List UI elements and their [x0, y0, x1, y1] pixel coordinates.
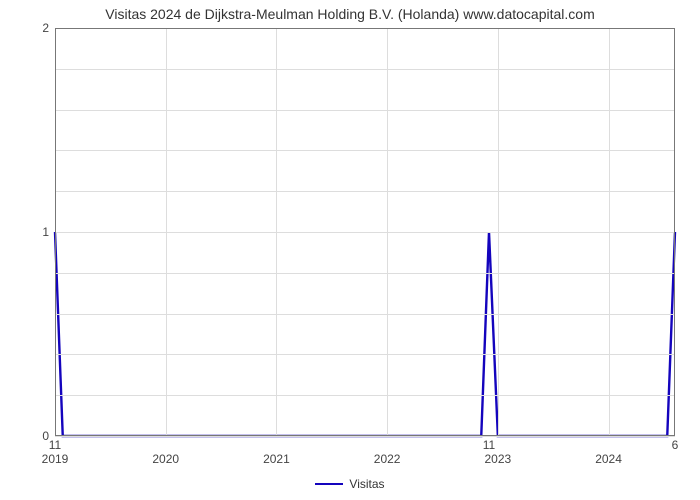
gridline-horizontal: [55, 273, 675, 274]
plot-area: 01220192020202120222023202411116: [55, 28, 675, 436]
gridline-vertical: [609, 28, 610, 436]
gridline-vertical: [166, 28, 167, 436]
gridline-vertical: [387, 28, 388, 436]
gridline-vertical: [55, 28, 56, 436]
gridline-horizontal: [55, 354, 675, 355]
legend-swatch: [315, 483, 343, 485]
x-tick-label: 2024: [595, 452, 622, 466]
y-tick-label: 2: [42, 21, 49, 35]
gridline-horizontal: [55, 232, 675, 233]
gridline-horizontal: [55, 314, 675, 315]
gridline-horizontal: [55, 191, 675, 192]
gridline-horizontal: [55, 436, 675, 437]
data-point-label: 6: [672, 438, 679, 452]
gridline-horizontal: [55, 28, 675, 29]
y-tick-label: 1: [42, 225, 49, 239]
legend-label: Visitas: [349, 477, 384, 491]
chart-container: Visitas 2024 de Dijkstra-Meulman Holding…: [0, 0, 700, 500]
x-tick-label: 2020: [152, 452, 179, 466]
x-tick-label: 2023: [484, 452, 511, 466]
gridline-horizontal: [55, 150, 675, 151]
data-point-label: 11: [483, 438, 495, 452]
x-tick-label: 2019: [42, 452, 69, 466]
data-point-label: 11: [49, 438, 61, 452]
chart-title: Visitas 2024 de Dijkstra-Meulman Holding…: [0, 6, 700, 22]
x-tick-label: 2021: [263, 452, 290, 466]
gridline-horizontal: [55, 110, 675, 111]
gridline-horizontal: [55, 395, 675, 396]
x-tick-label: 2022: [374, 452, 401, 466]
gridline-vertical: [498, 28, 499, 436]
legend: Visitas: [0, 476, 700, 491]
gridline-vertical: [276, 28, 277, 436]
gridline-horizontal: [55, 69, 675, 70]
